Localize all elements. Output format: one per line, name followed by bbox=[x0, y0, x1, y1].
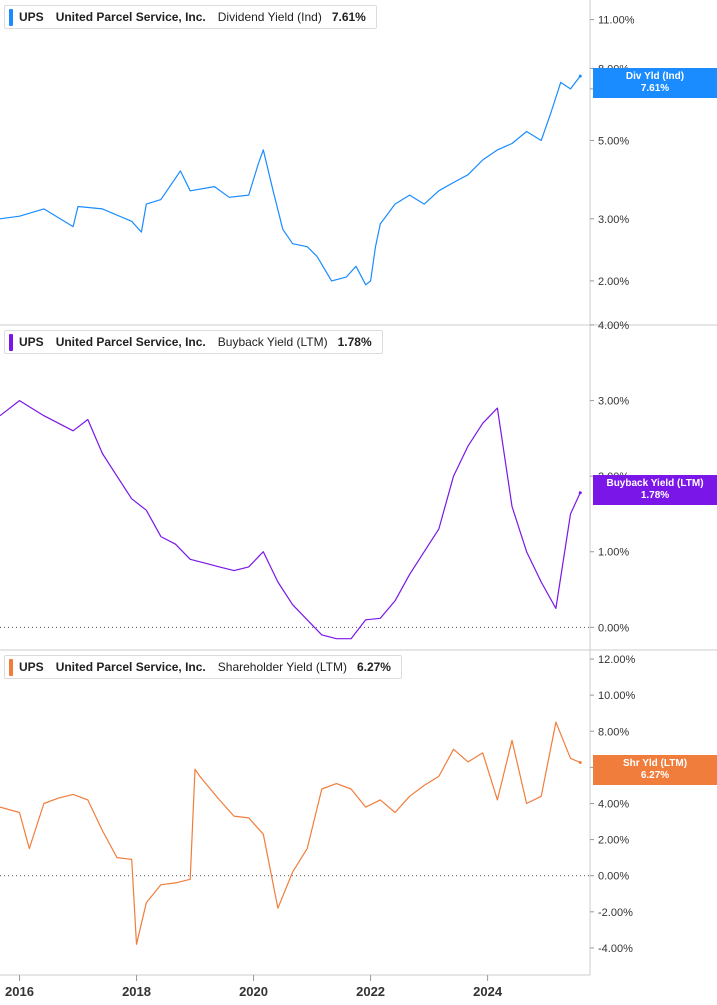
legend-metric: Dividend Yield (Ind) bbox=[217, 10, 322, 24]
legend-value: 7.61% bbox=[331, 10, 366, 24]
y-tick-label: 8.00% bbox=[598, 726, 629, 738]
y-tick-label: 4.00% bbox=[598, 798, 629, 810]
flag-value: 7.61% bbox=[640, 83, 670, 94]
series-end-point bbox=[578, 760, 582, 764]
value-flag-shareholder: Shr Yld (LTM) 6.27% bbox=[593, 755, 717, 785]
series-line bbox=[0, 721, 581, 945]
y-tick-label: 11.00% bbox=[598, 15, 635, 27]
y-tick-label: 12.00% bbox=[598, 654, 636, 666]
legend-ticker: UPS bbox=[19, 335, 44, 349]
x-tick-label: 2016 bbox=[5, 984, 34, 999]
legend-swatch bbox=[9, 333, 13, 351]
y-tick-label: -2.00% bbox=[598, 907, 633, 919]
x-tick-label: 2020 bbox=[239, 984, 268, 999]
legend-value: 1.78% bbox=[337, 335, 372, 349]
legend-company: United Parcel Service, Inc. bbox=[55, 335, 206, 349]
legend-swatch bbox=[9, 8, 13, 26]
legend-value: 6.27% bbox=[356, 660, 391, 674]
y-tick-label: 5.00% bbox=[598, 135, 629, 147]
value-flag-dividend: Div Yld (Ind) 7.61% bbox=[593, 68, 717, 98]
legend-ticker: UPS bbox=[19, 10, 44, 24]
legend-ticker: UPS bbox=[19, 660, 44, 674]
value-flag-buyback: Buyback Yield (LTM) 1.78% bbox=[593, 475, 717, 505]
series-end-point bbox=[578, 491, 582, 495]
y-tick-label: -4.00% bbox=[598, 943, 633, 955]
x-tick-label: 2024 bbox=[473, 984, 503, 999]
y-tick-label: 3.00% bbox=[598, 214, 629, 226]
legend-company: United Parcel Service, Inc. bbox=[55, 660, 206, 674]
y-tick-label: 0.00% bbox=[598, 871, 629, 883]
flag-value: 6.27% bbox=[640, 770, 670, 781]
x-tick-label: 2018 bbox=[122, 984, 151, 999]
legend-dividend-yield: UPS United Parcel Service, Inc. Dividend… bbox=[4, 5, 377, 29]
legend-shareholder-yield: UPS United Parcel Service, Inc. Sharehol… bbox=[4, 655, 402, 679]
y-tick-label: 0.00% bbox=[598, 622, 629, 634]
y-tick-label: 1.00% bbox=[598, 547, 629, 559]
series-line bbox=[0, 75, 581, 286]
legend-buyback-yield: UPS United Parcel Service, Inc. Buyback … bbox=[4, 330, 383, 354]
flag-value: 1.78% bbox=[640, 490, 670, 501]
flag-label: Shr Yld (LTM) bbox=[622, 758, 688, 769]
legend-swatch bbox=[9, 658, 13, 676]
legend-metric: Buyback Yield (LTM) bbox=[217, 335, 328, 349]
y-tick-label: 10.00% bbox=[598, 690, 636, 702]
y-tick-label: 2.00% bbox=[598, 276, 629, 288]
series-end-point bbox=[578, 74, 582, 78]
y-tick-label: 3.00% bbox=[598, 396, 629, 408]
legend-metric: Shareholder Yield (LTM) bbox=[217, 660, 347, 674]
y-tick-label: 2.00% bbox=[598, 835, 629, 847]
y-tick-label: 4.00% bbox=[598, 320, 629, 332]
legend-company: United Parcel Service, Inc. bbox=[55, 10, 206, 24]
x-tick-label: 2022 bbox=[356, 984, 385, 999]
flag-label: Buyback Yield (LTM) bbox=[606, 478, 704, 489]
series-line bbox=[0, 400, 581, 640]
flag-label: Div Yld (Ind) bbox=[625, 71, 685, 82]
